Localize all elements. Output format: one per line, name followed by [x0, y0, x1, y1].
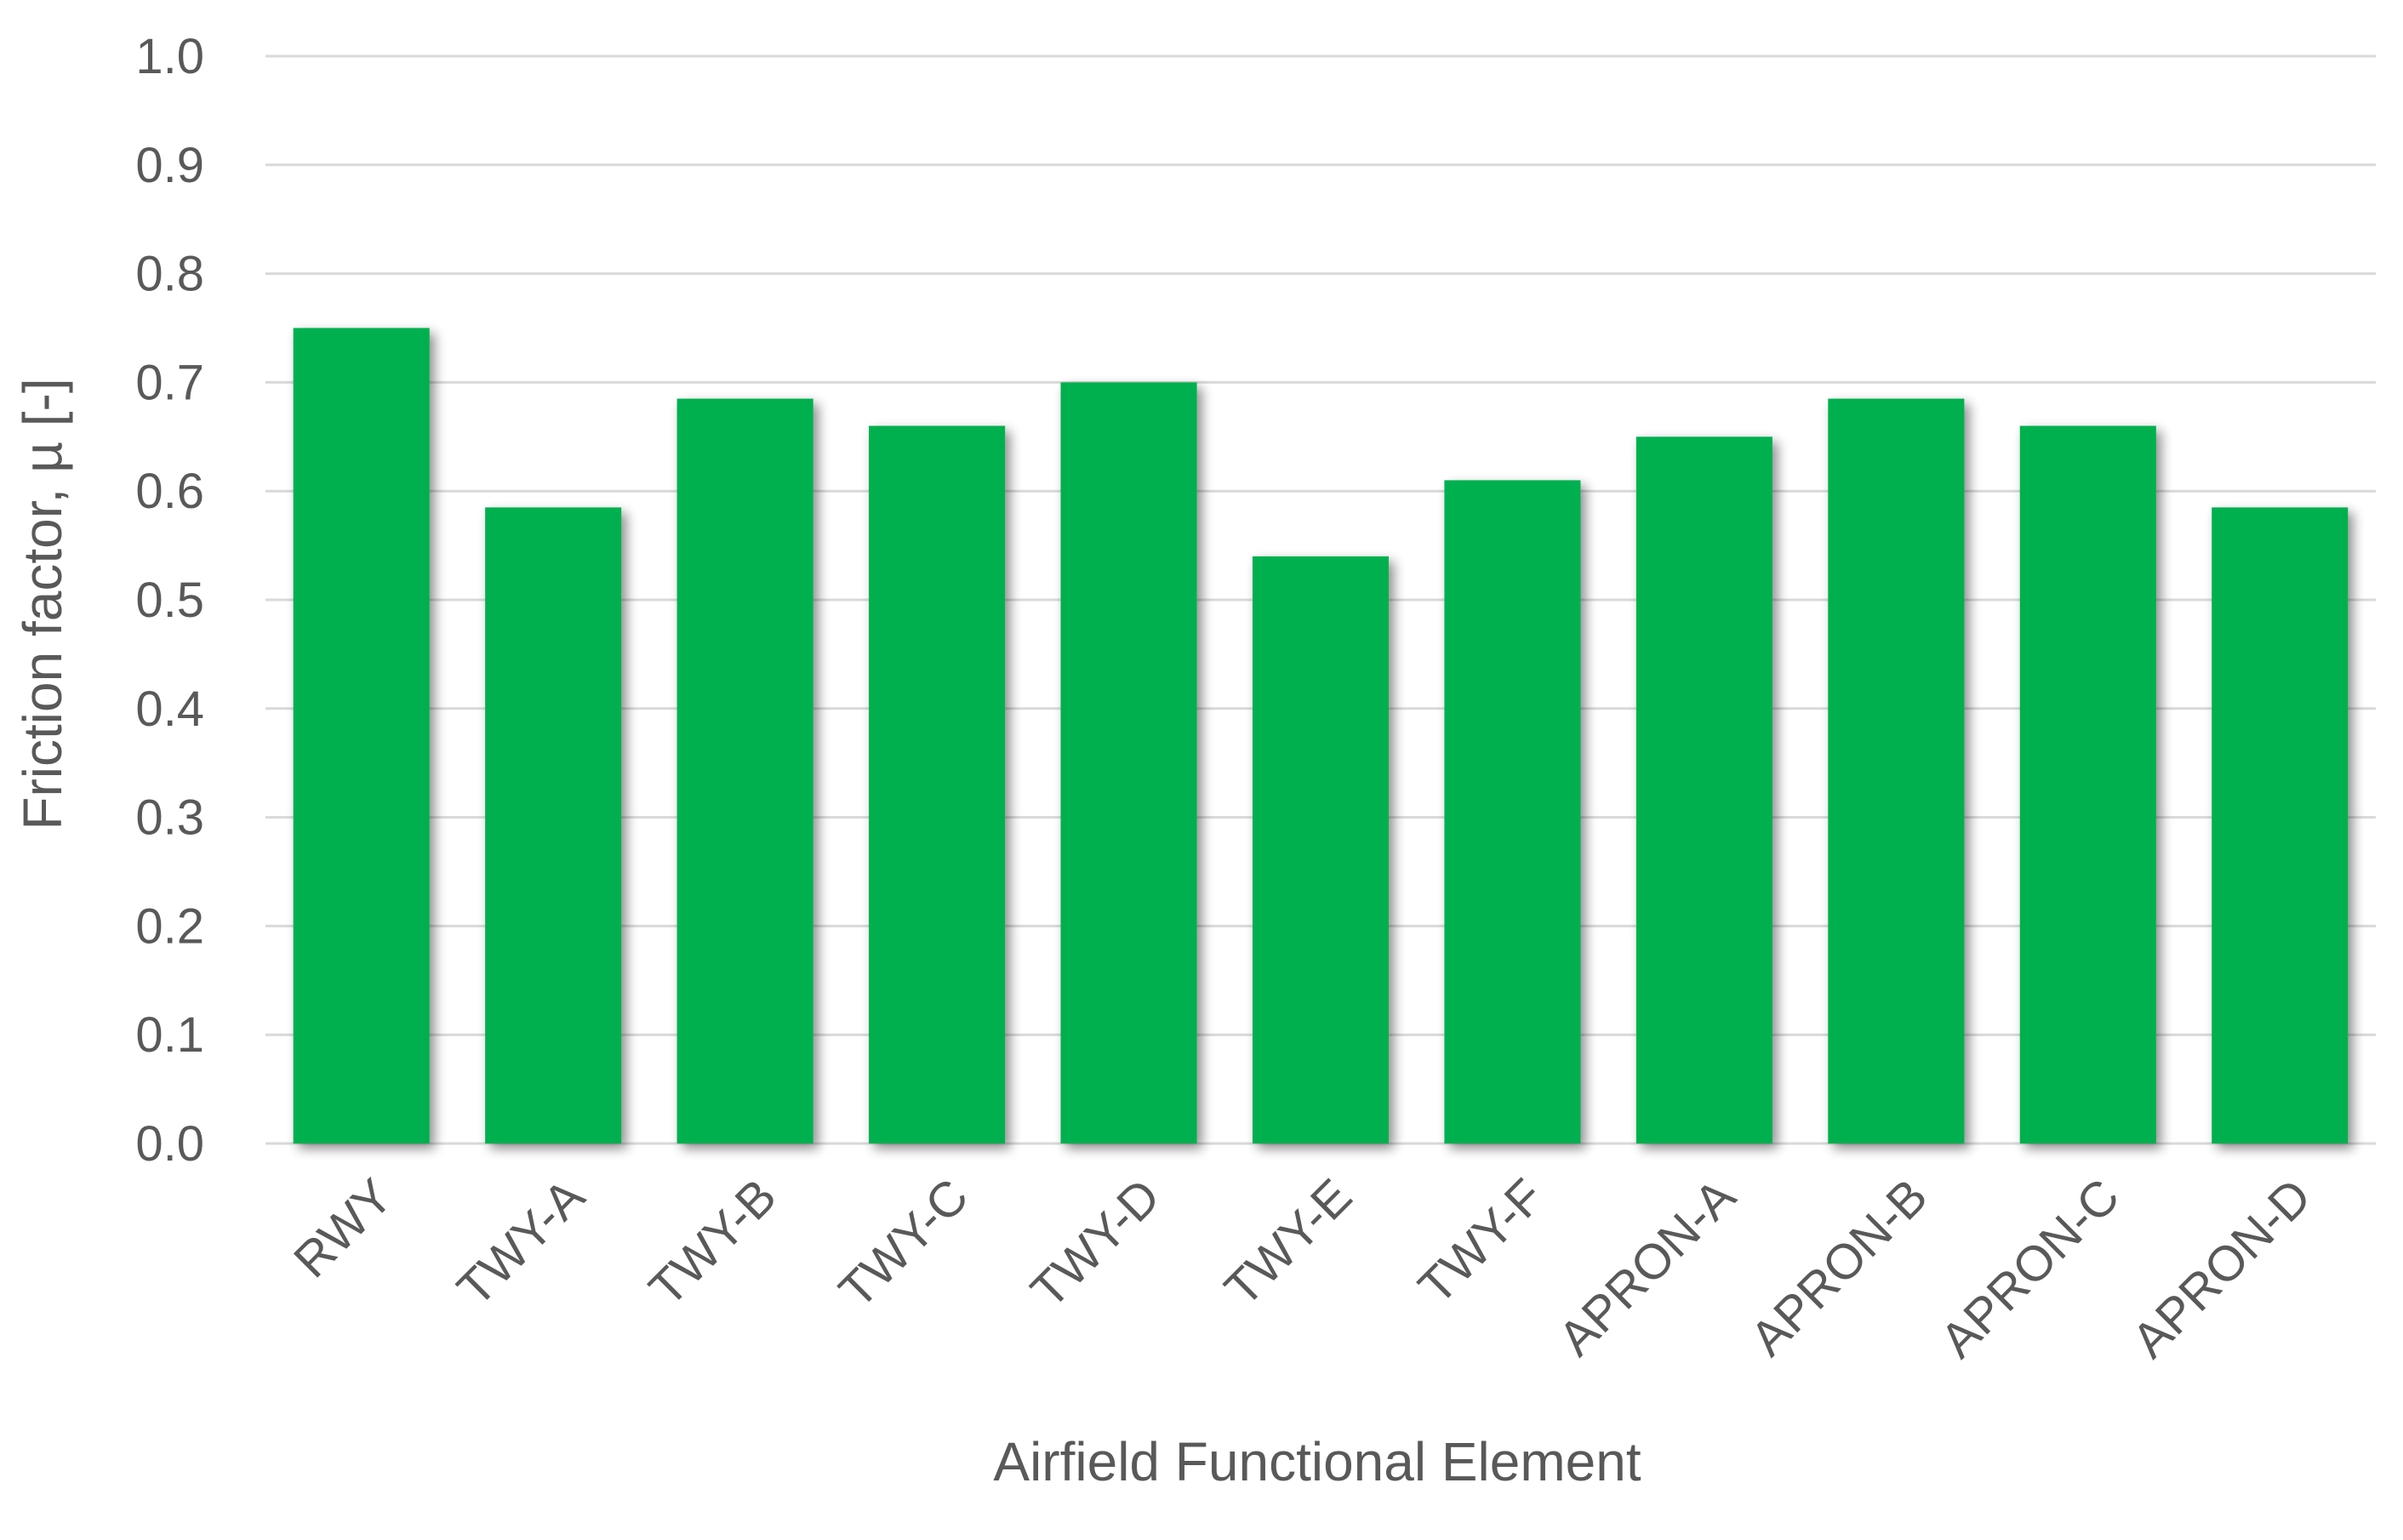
x-axis-title: Airfield Functional Element [993, 1431, 1641, 1492]
x-tick-label-apron-c: APRON-C [1930, 1168, 2130, 1368]
y-tick-label: 0.2 [135, 898, 204, 954]
y-tick-label: 0.8 [135, 247, 204, 302]
x-tick-label-apron-b: APRON-B [1740, 1168, 1938, 1366]
x-tick-label-rwy: RWY [283, 1168, 403, 1288]
y-tick-label: 0.0 [135, 1116, 204, 1172]
bar-apron-d [2212, 507, 2349, 1144]
bar-twy-a [485, 507, 622, 1144]
x-tick-label-twy-d: TWY-D [1020, 1168, 1171, 1319]
bar-apron-c [2019, 425, 2156, 1144]
x-tick-label-apron-a: APRON-A [1548, 1168, 1746, 1366]
x-tick-label-apron-d: APRON-D [2121, 1168, 2321, 1368]
x-tick-label-twy-a: TWY-A [447, 1168, 596, 1317]
y-tick-label: 0.5 [135, 573, 204, 628]
y-tick-label: 0.3 [135, 790, 204, 846]
x-tick-label-twy-c: TWY-C [829, 1168, 979, 1319]
y-axis-tick-labels: 0.0 0.1 0.2 0.3 0.4 0.5 0.6 0.7 0.8 0.9 1.0 [135, 29, 204, 1172]
y-tick-label: 0.6 [135, 464, 204, 519]
bar-rwy [293, 328, 430, 1144]
y-tick-label: 0.9 [135, 138, 204, 193]
y-tick-label: 0.4 [135, 682, 204, 737]
bar-twy-f [1444, 480, 1581, 1144]
x-tick-label-twy-e: TWY-E [1214, 1168, 1362, 1316]
x-axis-tick-labels: RWY TWY-A TWY-B TWY-C TWY-D TWY-E TWY-FAPRON-A… [283, 1168, 2321, 1368]
y-tick-label: 0.1 [135, 1007, 204, 1063]
bar-twy-c [869, 425, 1006, 1144]
bar-apron-a [1635, 436, 1772, 1144]
bar-twy-d [1060, 382, 1197, 1144]
x-tick-label-twy-f: TWY-F [1408, 1168, 1555, 1315]
y-tick-label: 0.7 [135, 355, 204, 410]
bar-apron-b [1828, 398, 1965, 1144]
bars [293, 328, 2349, 1144]
y-axis-title: Friction factor, µ [-] [12, 378, 73, 830]
bar-twy-b [676, 398, 813, 1144]
y-tick-label: 1.0 [135, 29, 204, 84]
x-tick-label-twy-b: TWY-B [638, 1168, 786, 1316]
bar-twy-e [1252, 556, 1390, 1144]
